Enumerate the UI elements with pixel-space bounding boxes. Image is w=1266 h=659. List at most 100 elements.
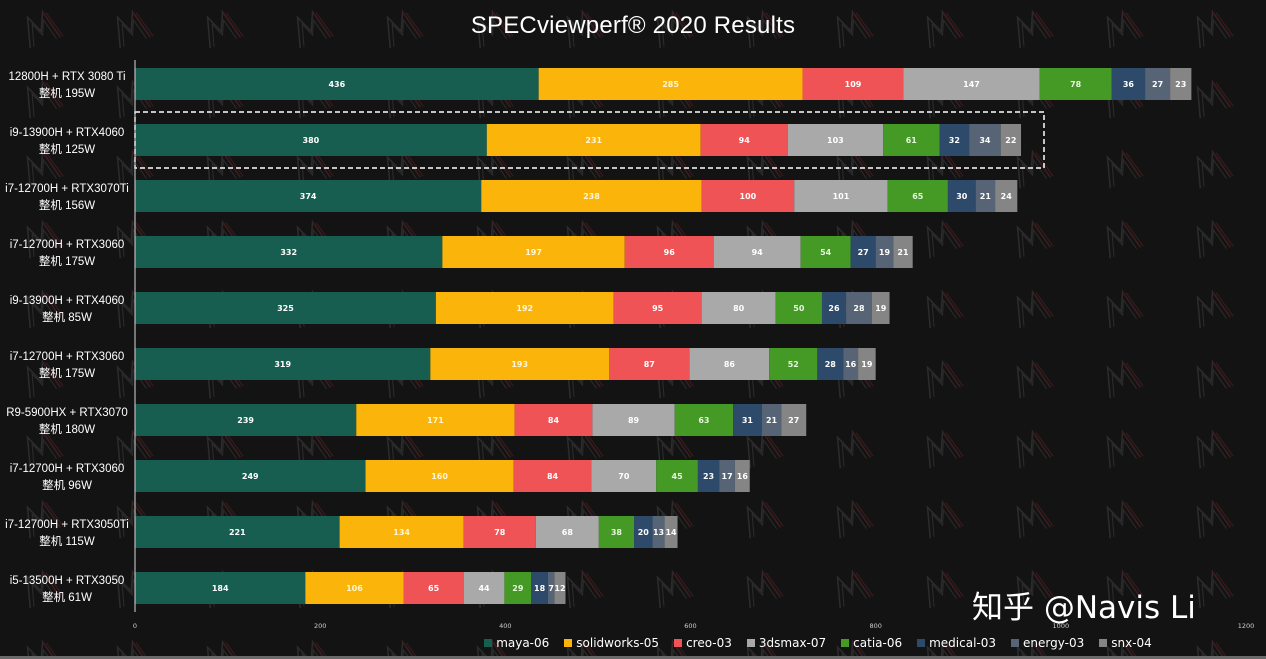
legend-swatch: [746, 639, 755, 647]
data-label: 89: [628, 416, 640, 425]
data-label: 28: [853, 304, 865, 313]
bar-segment-solidworks-05: [481, 180, 702, 212]
bar-segment-3dsmax-07: [701, 292, 776, 324]
bar-segment-catia-06: [883, 124, 940, 156]
data-label: 22: [1005, 136, 1016, 145]
legend-label: solidworks-05: [576, 636, 660, 650]
data-label: 34: [979, 136, 991, 145]
bar-segment-solidworks-05: [365, 460, 514, 492]
data-label: 27: [1152, 80, 1163, 89]
category-label-line1: i7-12700H + RTX3070Ti: [5, 183, 129, 195]
legend-label: creo-03: [686, 636, 732, 650]
bar-segment-catia-06: [800, 236, 851, 268]
data-label: 7: [548, 584, 554, 593]
data-label: 100: [740, 192, 757, 201]
data-label: 23: [1175, 80, 1186, 89]
x-tick-label: 800: [869, 622, 881, 630]
data-label: 14: [665, 528, 677, 537]
bar-segment-snx-04: [858, 348, 876, 380]
data-label: 31: [742, 416, 754, 425]
data-label: 38: [611, 528, 623, 537]
chart-title: SPECviewperf® 2020 Results: [470, 12, 796, 39]
bar-segment-solidworks-05: [435, 292, 614, 324]
bar-segment-solidworks-05: [442, 236, 625, 268]
bar-segment-maya-06: [135, 68, 539, 100]
category-label-line1: i5-13500H + RTX3050: [10, 575, 125, 587]
bar-segment-snx-04: [893, 236, 913, 268]
bar-segment-energy-03: [1145, 68, 1171, 100]
data-label: 21: [897, 248, 909, 257]
bar-segment-catia-06: [887, 180, 948, 212]
bar-segment-snx-04: [781, 404, 807, 436]
bar-segment-energy-03: [652, 516, 665, 548]
data-label: 332: [280, 248, 297, 257]
category-label-line2: 整机 115W: [39, 534, 95, 548]
legend-swatch: [1099, 639, 1108, 647]
data-label: 19: [879, 248, 891, 257]
data-label: 61: [906, 136, 918, 145]
legend-item-catia-06: catia-06: [841, 636, 902, 650]
legend-label: 3dsmax-07: [758, 636, 827, 650]
bar-segment-maya-06: [135, 404, 357, 436]
bar-segment-creo-03: [609, 348, 690, 380]
bar-segment-catia-06: [598, 516, 635, 548]
bar-segment-catia-06: [656, 460, 698, 492]
category-label-line2: 整机 175W: [39, 366, 95, 380]
data-label: 36: [1123, 80, 1135, 89]
bar-segment-3dsmax-07: [535, 516, 599, 548]
x-tick-label: 1000: [1053, 622, 1070, 630]
legend: maya-06 solidworks-05 creo-03 3dsmax-07 cati…: [0, 636, 1266, 650]
bar-segment-medical-03: [850, 236, 876, 268]
bar-segment-catia-06: [769, 348, 818, 380]
bar-segment-maya-06: [135, 292, 436, 324]
category-label-line1: i7-12700H + RTX3050Ti: [5, 519, 129, 531]
bar-segment-3dsmax-07: [689, 348, 770, 380]
category-label-line2: 整机 156W: [39, 198, 95, 212]
data-label: 436: [328, 80, 345, 89]
data-label: 30: [956, 192, 968, 201]
legend-label: maya-06: [496, 636, 550, 650]
category-label-line2: 整机 96W: [42, 478, 92, 492]
data-label: 52: [788, 360, 799, 369]
data-label: 84: [547, 472, 559, 481]
bar-segment-creo-03: [463, 516, 536, 548]
category-labels: 12800H + RTX 3080 Ti 整机 195W i9-13900H + R…: [5, 71, 129, 604]
bar-segment-medical-03: [697, 460, 720, 492]
author-credit: 知乎 @Navis Li: [972, 590, 1196, 626]
data-label: 65: [912, 192, 924, 201]
legend-swatch: [564, 639, 573, 647]
data-label: 45: [672, 472, 684, 481]
data-label: 65: [428, 584, 440, 593]
data-label: 160: [431, 472, 448, 481]
data-label: 23: [703, 472, 714, 481]
legend-swatch: [917, 639, 926, 647]
data-label: 84: [548, 416, 560, 425]
highlight-box: [134, 111, 1045, 169]
data-label: 319: [274, 360, 291, 369]
data-label: 184: [212, 584, 229, 593]
bar-segment-creo-03: [700, 124, 788, 156]
data-label: 285: [662, 80, 679, 89]
bar-segment-catia-06: [674, 404, 734, 436]
bar-segment-3dsmax-07: [794, 180, 888, 212]
data-label: 16: [845, 360, 857, 369]
data-label: 239: [237, 416, 254, 425]
data-label: 80: [733, 304, 745, 313]
data-label: 17: [722, 472, 733, 481]
category-label-line1: i9-13900H + RTX4060: [10, 295, 125, 307]
data-label: 20: [638, 528, 650, 537]
bar-segment-3dsmax-07: [787, 124, 884, 156]
data-label: 18: [534, 584, 546, 593]
category-label-line1: R9-5900HX + RTX3070: [6, 407, 128, 419]
bar-segment-3dsmax-07: [592, 404, 675, 436]
legend-label: catia-06: [853, 636, 903, 650]
legend-item-medical-03: medical-03: [917, 636, 996, 650]
data-label: 197: [525, 248, 542, 257]
bar-segment-catia-06: [504, 572, 532, 604]
bar-segment-solidworks-05: [538, 68, 803, 100]
legend-item-creo-03: creo-03: [674, 636, 732, 650]
data-label: 27: [858, 248, 869, 257]
data-label: 192: [516, 304, 533, 313]
bar-segment-snx-04: [871, 292, 890, 324]
data-label: 68: [562, 528, 574, 537]
